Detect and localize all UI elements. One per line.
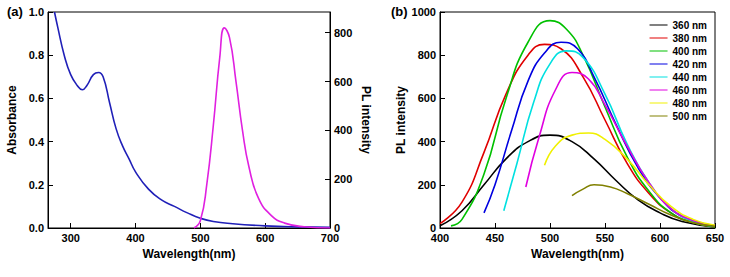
svg-text:700: 700 bbox=[321, 232, 339, 244]
svg-text:400: 400 bbox=[418, 136, 436, 148]
svg-text:Wavelength(nm): Wavelength(nm) bbox=[531, 247, 624, 261]
svg-text:550: 550 bbox=[596, 232, 614, 244]
svg-text:0: 0 bbox=[334, 222, 341, 234]
svg-text:800: 800 bbox=[418, 49, 436, 61]
svg-text:380 nm: 380 nm bbox=[673, 33, 708, 44]
svg-text:420 nm: 420 nm bbox=[673, 59, 708, 70]
svg-text:650: 650 bbox=[706, 232, 724, 244]
svg-text:600: 600 bbox=[334, 76, 352, 88]
svg-text:500 nm: 500 nm bbox=[673, 111, 708, 122]
svg-text:400: 400 bbox=[126, 232, 144, 244]
svg-text:Wavelength(nm): Wavelength(nm) bbox=[143, 247, 236, 261]
svg-text:400: 400 bbox=[334, 124, 352, 136]
svg-text:450: 450 bbox=[486, 232, 504, 244]
svg-text:600: 600 bbox=[256, 232, 274, 244]
svg-text:0.8: 0.8 bbox=[29, 49, 44, 61]
svg-text:200: 200 bbox=[418, 179, 436, 191]
svg-text:(b): (b) bbox=[391, 4, 408, 19]
svg-text:1.0: 1.0 bbox=[29, 6, 44, 18]
svg-text:400: 400 bbox=[431, 232, 449, 244]
svg-text:500: 500 bbox=[191, 232, 209, 244]
svg-text:(a): (a) bbox=[7, 4, 23, 19]
svg-text:0.0: 0.0 bbox=[29, 222, 44, 234]
svg-text:PL intensity: PL intensity bbox=[394, 86, 408, 154]
svg-text:300: 300 bbox=[62, 232, 80, 244]
svg-text:360 nm: 360 nm bbox=[673, 20, 708, 31]
svg-text:1000: 1000 bbox=[412, 6, 436, 18]
svg-text:0.6: 0.6 bbox=[29, 92, 44, 104]
svg-text:480 nm: 480 nm bbox=[673, 98, 708, 109]
svg-text:Absorbance: Absorbance bbox=[5, 85, 19, 155]
svg-text:0.4: 0.4 bbox=[29, 136, 45, 148]
svg-text:0: 0 bbox=[429, 222, 436, 234]
svg-text:0.2: 0.2 bbox=[29, 179, 44, 191]
svg-text:600: 600 bbox=[418, 92, 436, 104]
svg-text:600: 600 bbox=[651, 232, 669, 244]
svg-text:460 nm: 460 nm bbox=[673, 85, 708, 96]
svg-text:200: 200 bbox=[334, 173, 352, 185]
svg-text:PL intensity: PL intensity bbox=[359, 86, 373, 154]
svg-text:800: 800 bbox=[334, 27, 352, 39]
svg-text:440 nm: 440 nm bbox=[673, 72, 708, 83]
svg-text:400 nm: 400 nm bbox=[673, 46, 708, 57]
svg-text:500: 500 bbox=[541, 232, 559, 244]
